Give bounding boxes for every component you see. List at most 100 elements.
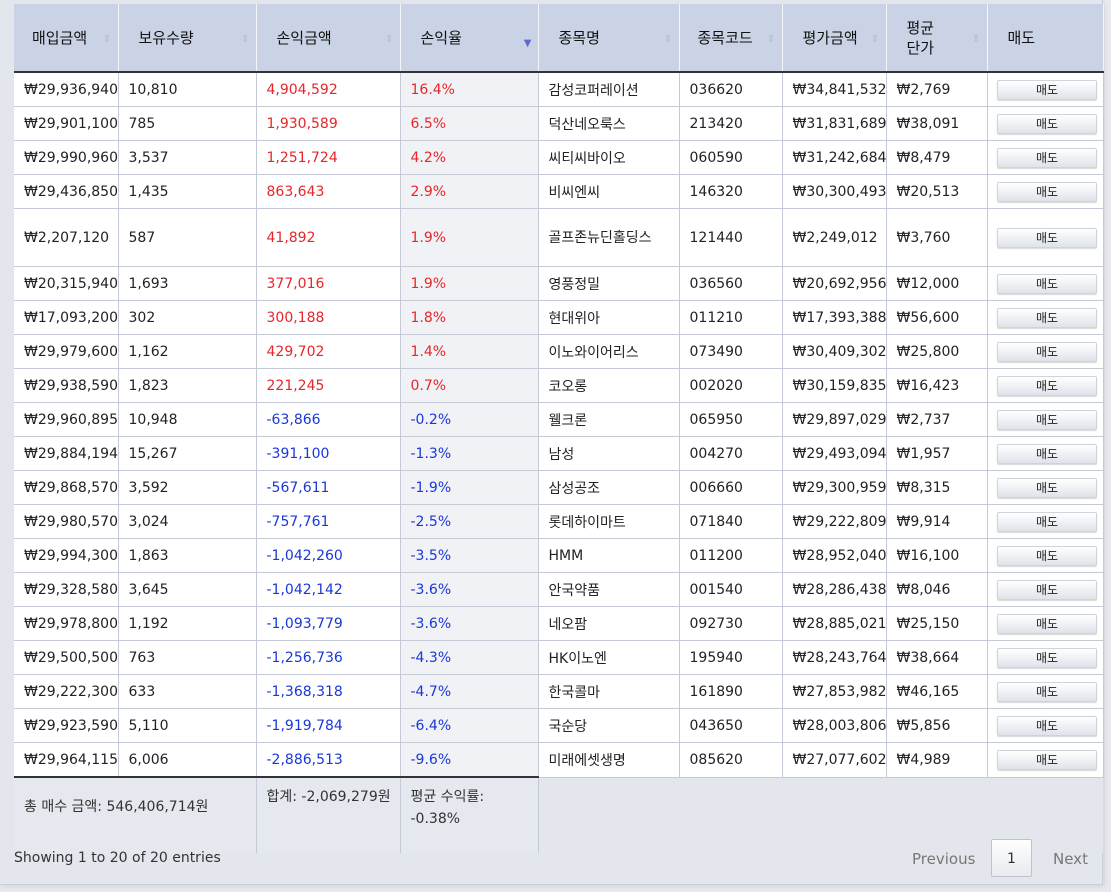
stock-name-cell: HK이노엔 bbox=[538, 640, 680, 675]
sort-icon: ⇕ bbox=[871, 34, 880, 45]
stock-name-cell: 삼성공조 bbox=[538, 470, 680, 505]
col-header-stock-code[interactable]: 종목코드 ⇕ bbox=[679, 4, 783, 73]
eval-amount-cell: ₩28,003,806 bbox=[782, 708, 887, 743]
eval-amount-cell: ₩34,841,532 bbox=[782, 72, 887, 107]
avg-price-cell: ₩1,957 bbox=[886, 436, 988, 471]
next-page-button[interactable]: Next bbox=[1053, 850, 1088, 868]
sell-cell: 매도 bbox=[987, 368, 1104, 403]
profit-loss-cell: -757,761 bbox=[256, 504, 401, 539]
eval-amount-cell: ₩30,409,302 bbox=[782, 334, 887, 369]
sell-button[interactable]: 매도 bbox=[997, 273, 1097, 294]
col-header-profit-loss[interactable]: 손익금액 ⇕ bbox=[256, 4, 401, 73]
eval-amount-cell: ₩17,393,388 bbox=[782, 300, 887, 335]
stock-name-cell: 영풍정밀 bbox=[538, 266, 680, 301]
return-rate-cell: -1.9% bbox=[400, 470, 539, 505]
table-header: 매입금액 ⇕ 보유수량 ⇕ 손익금액 ⇕ 손익율 ▼ 종목명 ⇕ 종목코드 ⇕ 평가금액 ⇕ … bbox=[14, 4, 1104, 73]
eval-amount-cell: ₩28,885,021 bbox=[782, 606, 887, 641]
profit-loss-cell: -1,919,784 bbox=[256, 708, 401, 743]
sell-button[interactable]: 매도 bbox=[997, 749, 1097, 770]
sell-button[interactable]: 매도 bbox=[997, 443, 1097, 464]
quantity-cell: 3,592 bbox=[118, 470, 257, 505]
sell-button[interactable]: 매도 bbox=[997, 79, 1097, 100]
sell-button[interactable]: 매도 bbox=[997, 409, 1097, 430]
return-rate-cell: -0.2% bbox=[400, 402, 539, 437]
quantity-cell: 1,693 bbox=[118, 266, 257, 301]
sort-icon: ⇕ bbox=[664, 34, 673, 45]
sell-button[interactable]: 매도 bbox=[997, 715, 1097, 736]
page-1-button[interactable]: 1 bbox=[991, 839, 1032, 877]
buy-amount-cell: ₩29,960,895 bbox=[14, 402, 119, 437]
profit-loss-cell: -567,611 bbox=[256, 470, 401, 505]
stock-code-cell: 036620 bbox=[679, 72, 783, 107]
stock-name-cell: 미래에셋생명 bbox=[538, 742, 680, 778]
stock-name-cell: 국순당 bbox=[538, 708, 680, 743]
stock-code-cell: 146320 bbox=[679, 174, 783, 209]
quantity-cell: 1,435 bbox=[118, 174, 257, 209]
table-row: ₩29,222,300 633 -1,368,318 -4.7% 한국콜마 161890 ₩… bbox=[14, 674, 1104, 709]
stock-code-cell: 011210 bbox=[679, 300, 783, 335]
buy-amount-cell: ₩29,978,800 bbox=[14, 606, 119, 641]
sell-button[interactable]: 매도 bbox=[997, 181, 1097, 202]
return-rate-cell: 1.9% bbox=[400, 208, 539, 267]
eval-amount-cell: ₩28,243,764 bbox=[782, 640, 887, 675]
sell-button[interactable]: 매도 bbox=[997, 307, 1097, 328]
return-rate-cell: 0.7% bbox=[400, 368, 539, 403]
sell-button[interactable]: 매도 bbox=[997, 113, 1097, 134]
quantity-cell: 785 bbox=[118, 106, 257, 141]
col-header-buy-amount[interactable]: 매입금액 ⇕ bbox=[14, 4, 119, 73]
sell-cell: 매도 bbox=[987, 266, 1104, 301]
pagination: Previous 1 Next bbox=[0, 838, 1111, 880]
col-header-avg-price[interactable]: 평균단가 ⇕ bbox=[886, 4, 988, 73]
table-row: ₩29,978,800 1,192 -1,093,779 -3.6% 네오팜 092730… bbox=[14, 606, 1104, 641]
sell-button[interactable]: 매도 bbox=[997, 613, 1097, 634]
sell-cell: 매도 bbox=[987, 606, 1104, 641]
quantity-cell: 5,110 bbox=[118, 708, 257, 743]
table-row: ₩29,884,194 15,267 -391,100 -1.3% 남성 004270 ₩2… bbox=[14, 436, 1104, 471]
sell-button[interactable]: 매도 bbox=[997, 681, 1097, 702]
sell-button[interactable]: 매도 bbox=[997, 147, 1097, 168]
table-row: ₩29,960,895 10,948 -63,866 -0.2% 웰크론 065950 ₩2… bbox=[14, 402, 1104, 437]
buy-amount-cell: ₩17,093,200 bbox=[14, 300, 119, 335]
table-row: ₩29,990,960 3,537 1,251,724 4.2% 씨티씨바이오 06059… bbox=[14, 140, 1104, 175]
sell-button[interactable]: 매도 bbox=[997, 511, 1097, 532]
stock-code-cell: 195940 bbox=[679, 640, 783, 675]
avg-price-cell: ₩8,315 bbox=[886, 470, 988, 505]
buy-amount-cell: ₩29,328,580 bbox=[14, 572, 119, 607]
sell-cell: 매도 bbox=[987, 208, 1104, 267]
sell-button[interactable]: 매도 bbox=[997, 375, 1097, 396]
eval-amount-cell: ₩31,242,684 bbox=[782, 140, 887, 175]
sell-button[interactable]: 매도 bbox=[997, 227, 1097, 248]
quantity-cell: 633 bbox=[118, 674, 257, 709]
previous-page-button[interactable]: Previous bbox=[912, 850, 976, 868]
stock-code-cell: 121440 bbox=[679, 208, 783, 267]
stock-code-cell: 161890 bbox=[679, 674, 783, 709]
sell-button[interactable]: 매도 bbox=[997, 341, 1097, 362]
stock-code-cell: 043650 bbox=[679, 708, 783, 743]
sell-button[interactable]: 매도 bbox=[997, 579, 1097, 600]
sell-button[interactable]: 매도 bbox=[997, 545, 1097, 566]
col-header-rate[interactable]: 손익율 ▼ bbox=[400, 4, 539, 73]
sell-cell: 매도 bbox=[987, 538, 1104, 573]
buy-amount-cell: ₩2,207,120 bbox=[14, 208, 119, 267]
profit-loss-cell: -1,042,260 bbox=[256, 538, 401, 573]
stock-code-cell: 004270 bbox=[679, 436, 783, 471]
total-buy-amount: 총 매수 금액: 546,406,714원 bbox=[14, 776, 257, 853]
sell-cell: 매도 bbox=[987, 470, 1104, 505]
sell-button[interactable]: 매도 bbox=[997, 647, 1097, 668]
col-header-stock-name[interactable]: 종목명 ⇕ bbox=[538, 4, 680, 73]
col-header-eval-amount[interactable]: 평가금액 ⇕ bbox=[782, 4, 887, 73]
table-row: ₩29,901,100 785 1,930,589 6.5% 덕산네오룩스 213420 ₩… bbox=[14, 106, 1104, 141]
eval-amount-cell: ₩31,831,689 bbox=[782, 106, 887, 141]
return-rate-cell: 2.9% bbox=[400, 174, 539, 209]
table-row: ₩29,979,600 1,162 429,702 1.4% 이노와이어리스 073490… bbox=[14, 334, 1104, 369]
quantity-cell: 3,024 bbox=[118, 504, 257, 539]
avg-price-cell: ₩38,664 bbox=[886, 640, 988, 675]
avg-price-cell: ₩4,989 bbox=[886, 742, 988, 778]
buy-amount-cell: ₩29,979,600 bbox=[14, 334, 119, 369]
profit-loss-cell: 300,188 bbox=[256, 300, 401, 335]
col-header-quantity[interactable]: 보유수량 ⇕ bbox=[118, 4, 257, 73]
buy-amount-cell: ₩29,938,590 bbox=[14, 368, 119, 403]
sell-button[interactable]: 매도 bbox=[997, 477, 1097, 498]
sell-cell: 매도 bbox=[987, 436, 1104, 471]
